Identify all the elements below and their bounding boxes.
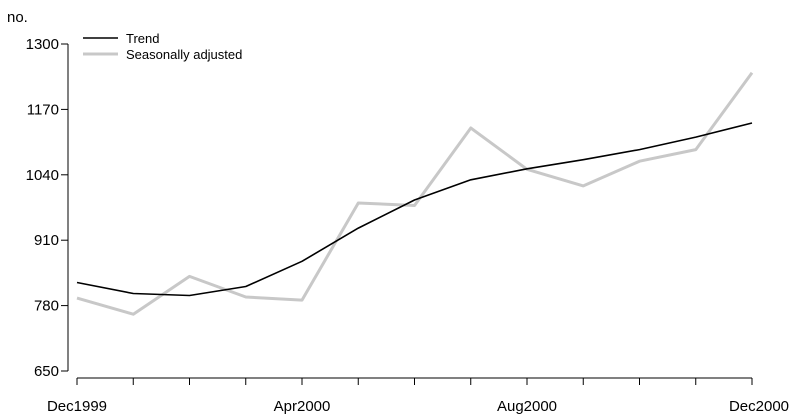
y-tick-label: 1170 <box>27 101 59 118</box>
legend-label-trend: Trend <box>126 31 159 46</box>
legend-label-seasonally-adjusted: Seasonally adjusted <box>126 47 242 62</box>
x-tick-label: Aug2000 <box>497 398 557 415</box>
y-axis-unit-label: no. <box>7 9 28 26</box>
y-tick-label: 1040 <box>26 167 59 184</box>
y-tick-label: 650 <box>34 363 59 380</box>
x-tick-label: Dec1999 <box>47 398 107 415</box>
x-tick-label: Apr2000 <box>274 398 331 415</box>
x-axis-ticks: Dec1999 Apr2000 Aug2000 Dec2000 <box>47 378 789 415</box>
x-tick-label: Dec2000 <box>729 398 789 415</box>
y-tick-label: 780 <box>34 298 59 315</box>
y-axis-ticks: 650 780 910 1040 1170 1300 <box>26 36 68 380</box>
plot-lines <box>76 71 754 316</box>
series-line-seasonally-adjusted <box>76 71 754 316</box>
y-tick-label: 1300 <box>26 36 59 53</box>
y-tick-label: 910 <box>34 232 59 249</box>
series-line-trend <box>76 122 753 297</box>
